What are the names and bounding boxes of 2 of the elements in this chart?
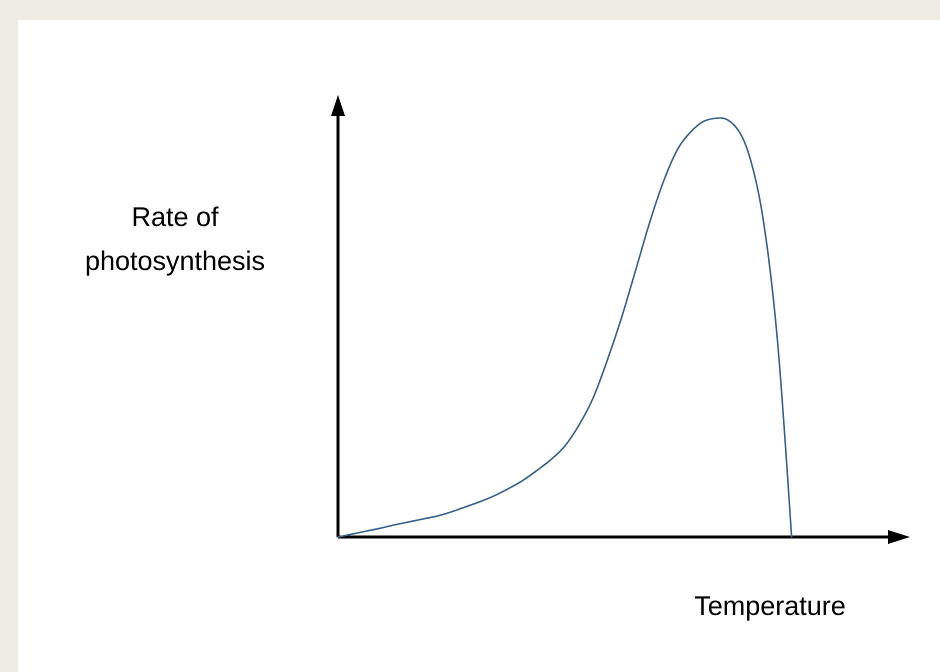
y-axis-title: Rate of photosynthesis (84, 202, 266, 276)
x-axis-title: Temperature (694, 591, 846, 621)
